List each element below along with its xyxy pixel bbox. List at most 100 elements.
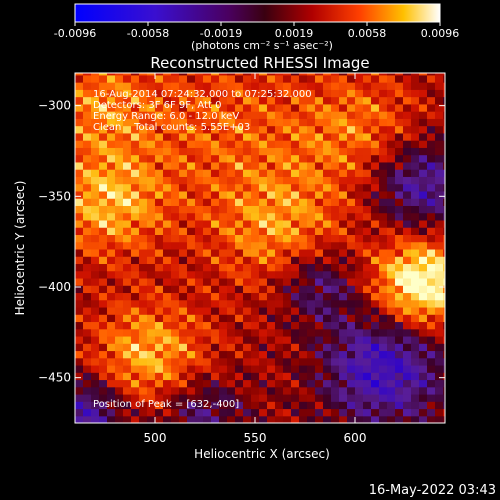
heatmap-cell xyxy=(171,219,180,228)
heatmap-cell xyxy=(83,205,92,214)
heatmap-cell xyxy=(363,73,372,76)
heatmap-cell xyxy=(283,321,292,330)
heatmap-cell xyxy=(403,292,412,301)
heatmap-cell xyxy=(147,379,156,388)
heatmap-cell xyxy=(243,292,252,301)
heatmap-cell xyxy=(131,118,140,127)
heatmap-cell xyxy=(435,176,444,185)
heatmap-cell xyxy=(291,357,300,366)
heatmap-cell xyxy=(195,227,204,235)
heatmap-cell xyxy=(395,306,404,315)
heatmap-cell xyxy=(91,205,100,214)
heatmap-cell xyxy=(235,147,244,156)
heatmap-cell xyxy=(435,82,444,90)
heatmap-cell xyxy=(379,350,388,359)
heatmap-cell xyxy=(147,73,156,76)
heatmap-cell xyxy=(171,408,180,417)
heatmap-cell xyxy=(395,270,404,279)
heatmap-cell xyxy=(219,415,228,423)
heatmap-cell xyxy=(363,306,372,315)
heatmap-cell xyxy=(387,372,396,381)
heatmap-cell xyxy=(219,270,228,279)
heatmap-cell xyxy=(283,343,292,352)
heatmap-cell xyxy=(259,248,268,257)
heatmap-cell xyxy=(91,183,100,192)
heatmap-cell xyxy=(235,292,244,301)
heatmap-cell xyxy=(99,89,108,98)
heatmap-cell xyxy=(195,176,204,185)
heatmap-cell xyxy=(195,277,204,286)
heatmap-cell xyxy=(315,263,324,272)
colorbar-tick-label: -0.0019 xyxy=(200,27,242,40)
heatmap-cell xyxy=(427,364,436,373)
heatmap-cell xyxy=(427,263,436,272)
heatmap-cell xyxy=(435,408,444,417)
heatmap-cell xyxy=(243,73,252,76)
heatmap-cell xyxy=(427,147,436,156)
heatmap-cell xyxy=(403,89,412,98)
heatmap-cell xyxy=(355,169,364,177)
heatmap-cell xyxy=(347,306,356,315)
heatmap-cell xyxy=(187,198,196,206)
heatmap-cell xyxy=(187,161,196,170)
heatmap-cell xyxy=(195,161,204,170)
heatmap-cell xyxy=(387,82,396,90)
heatmap-cell xyxy=(203,248,212,257)
heatmap-cell xyxy=(283,292,292,301)
heatmap-cell xyxy=(355,314,364,323)
heatmap-cell xyxy=(275,219,284,228)
heatmap-cell xyxy=(371,147,380,156)
heatmap-cell xyxy=(171,292,180,301)
heatmap-cell xyxy=(395,234,404,243)
heatmap-cell xyxy=(211,212,220,221)
heatmap-cell xyxy=(291,73,300,76)
heatmap-cell xyxy=(443,176,445,185)
heatmap-cell xyxy=(75,118,84,127)
heatmap-cell xyxy=(379,147,388,156)
heatmap-cell xyxy=(227,227,236,235)
heatmap-cell xyxy=(347,299,356,308)
heatmap-cell xyxy=(435,364,444,373)
heatmap-cell xyxy=(91,234,100,243)
heatmap-cell xyxy=(371,248,380,257)
heatmap-cell xyxy=(123,364,132,373)
heatmap-cell xyxy=(307,408,316,417)
heatmap-cell xyxy=(275,205,284,214)
heatmap-cell xyxy=(139,408,148,417)
heatmap-cell xyxy=(411,154,420,163)
heatmap-cell xyxy=(243,364,252,373)
heatmap-cell xyxy=(115,408,124,417)
heatmap-cell xyxy=(219,154,228,163)
heatmap-cell xyxy=(163,161,172,170)
heatmap-cell xyxy=(259,140,268,148)
heatmap-cell xyxy=(123,74,132,83)
heatmap-cell xyxy=(227,183,236,192)
heatmap-cell xyxy=(107,234,116,243)
heatmap-cell xyxy=(259,256,268,265)
heatmap-cell xyxy=(315,306,324,315)
heatmap-cell xyxy=(259,263,268,272)
heatmap-cell xyxy=(195,190,204,199)
heatmap-cell xyxy=(315,111,324,119)
heatmap-cell xyxy=(91,96,100,105)
heatmap-cell xyxy=(403,415,412,423)
x-tick-label: 500 xyxy=(144,431,167,445)
heatmap-cell xyxy=(195,103,204,112)
heatmap-cell xyxy=(99,277,108,286)
heatmap-cell xyxy=(115,364,124,373)
heatmap-cell xyxy=(99,161,108,170)
heatmap-cell xyxy=(171,248,180,257)
heatmap-cell xyxy=(363,401,372,410)
heatmap-cell xyxy=(251,118,260,127)
heatmap-cell xyxy=(243,125,252,134)
heatmap-cell xyxy=(395,74,404,83)
heatmap-cell xyxy=(107,111,116,119)
heatmap-cell xyxy=(411,212,420,221)
heatmap-cell xyxy=(347,205,356,214)
heatmap-cell xyxy=(203,357,212,366)
heatmap-cell xyxy=(115,73,124,76)
heatmap-cell xyxy=(83,132,92,141)
heatmap-cell xyxy=(275,161,284,170)
heatmap-cell xyxy=(315,132,324,141)
heatmap-cell xyxy=(203,328,212,337)
